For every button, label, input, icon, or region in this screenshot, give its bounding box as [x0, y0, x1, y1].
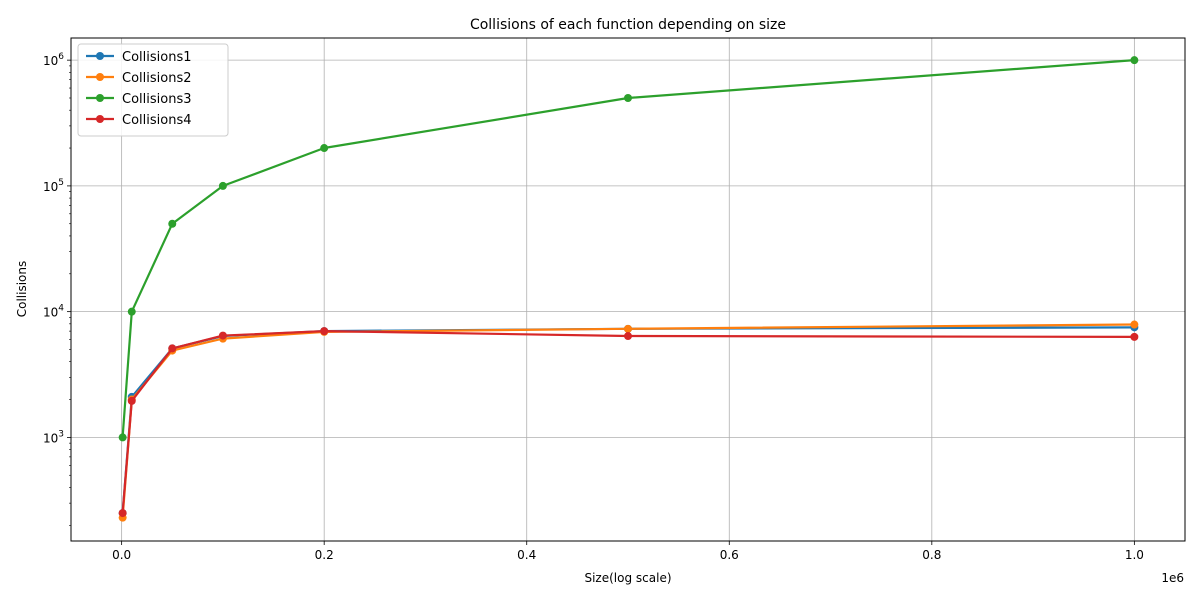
legend-label: Collisions1 [122, 50, 192, 65]
data-point [1130, 332, 1139, 341]
grid [71, 38, 1185, 541]
legend-label: Collisions2 [122, 71, 192, 86]
ticks: 0.0 0.2 0.4 0.6 0.8 1.0 103 104 105 106 [43, 52, 1144, 562]
data-point [218, 331, 227, 340]
chart-title: Collisions of each function depending on… [470, 17, 786, 33]
data-point [118, 433, 127, 442]
data-point [127, 396, 136, 405]
legend-item: Collisions3 [86, 92, 192, 107]
x-tick-label: 0.0 [112, 548, 131, 562]
legend: Collisions1 Collisions2 Collisions3 Collisi… [77, 43, 229, 137]
series-line [121, 326, 1135, 514]
series-line [121, 59, 1135, 438]
plot-frame [70, 37, 1186, 542]
x-tick-label: 0.4 [517, 548, 536, 562]
y-tick-label: 103 [43, 429, 64, 445]
data-point [624, 332, 632, 341]
data-point [1130, 56, 1139, 65]
legend-marker [96, 94, 104, 102]
x-tick-label: 0.6 [720, 548, 739, 562]
series-Collisions1 [118, 323, 1139, 518]
data-point [624, 324, 632, 333]
x-tick-label: 1.0 [1125, 548, 1144, 562]
data-point [168, 344, 177, 353]
legend-item: Collisions2 [86, 71, 192, 86]
data-point [320, 327, 329, 336]
y-tick-label: 105 [43, 178, 64, 194]
legend-label: Collisions3 [122, 92, 192, 107]
y-axis-label: Collisions [15, 261, 29, 318]
legend-marker [96, 115, 104, 123]
x-tick-label: 0.8 [922, 548, 941, 562]
data-point [168, 219, 177, 228]
data-point [1130, 320, 1139, 329]
legend-label: Collisions4 [122, 113, 192, 128]
y-tick-label: 106 [43, 52, 64, 68]
legend-marker [96, 52, 104, 60]
y-tick-label: 104 [43, 304, 64, 320]
series-line [121, 323, 1135, 518]
x-axis-offset-label: 1e6 [1161, 571, 1184, 585]
legend-item: Collisions1 [86, 50, 192, 65]
series-layer [118, 56, 1139, 522]
series-line [121, 330, 1135, 514]
series-Collisions4 [118, 327, 1139, 518]
legend-marker [96, 73, 104, 81]
data-point [320, 144, 329, 153]
legend-item: Collisions4 [86, 113, 192, 128]
data-point [218, 181, 227, 190]
x-axis-label: Size(log scale) [584, 571, 671, 585]
x-tick-label: 0.2 [315, 548, 334, 562]
legend-box [77, 43, 229, 137]
series-Collisions2 [118, 320, 1139, 522]
data-point [624, 93, 632, 102]
data-point [118, 509, 127, 518]
data-point [127, 307, 136, 316]
series-Collisions3 [118, 56, 1139, 442]
